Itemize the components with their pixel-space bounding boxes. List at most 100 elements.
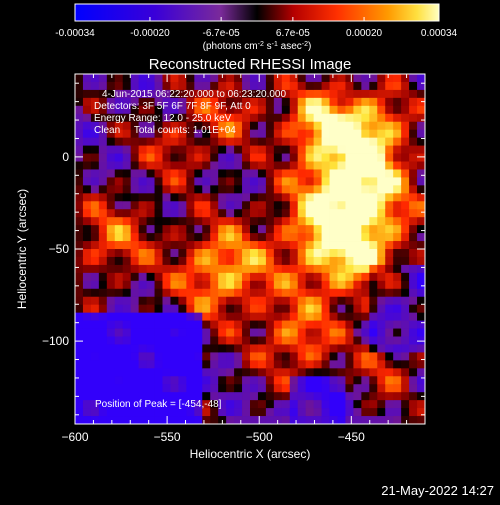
heatmap-cell: [393, 121, 402, 131]
heatmap-cell: [265, 416, 275, 425]
heatmap-cell: [329, 304, 338, 314]
heatmap-cell: [385, 280, 394, 290]
heatmap-cell: [242, 264, 251, 274]
heatmap-cell: [281, 225, 291, 234]
heatmap-cell: [337, 368, 346, 377]
heatmap-cell: [194, 185, 203, 194]
heatmap-cell: [122, 137, 132, 146]
heatmap-cell: [385, 161, 394, 170]
heatmap-cell: [170, 113, 179, 123]
heatmap-cell: [210, 400, 219, 409]
heatmap-cell: [122, 344, 132, 353]
heatmap-cell: [138, 209, 147, 218]
heatmap-cell: [281, 217, 291, 226]
heatmap-cell: [329, 129, 338, 139]
heatmap-cell: [106, 249, 116, 258]
heatmap-cell: [250, 360, 259, 369]
heatmap-cell: [417, 320, 426, 329]
heatmap-cell: [289, 201, 299, 210]
heatmap-cell: [265, 280, 275, 290]
heatmap-cell: [385, 256, 394, 266]
heatmap-cell: [114, 336, 124, 345]
heatmap-cell: [130, 408, 140, 417]
heatmap-cell: [265, 74, 275, 83]
heatmap-cell: [273, 153, 283, 162]
heatmap-cell: [321, 209, 330, 218]
heatmap-cell: [75, 185, 84, 194]
heatmap-cell: [154, 97, 163, 107]
heatmap-cell: [321, 129, 330, 139]
heatmap-cell: [122, 280, 132, 290]
heatmap-cell: [250, 368, 259, 377]
heatmap-cell: [289, 288, 299, 298]
heatmap-cell: [130, 233, 140, 242]
heatmap-cell: [321, 376, 330, 385]
heatmap-cell: [98, 121, 108, 131]
heatmap-cell: [146, 368, 155, 377]
heatmap-cell: [250, 105, 259, 115]
heatmap-cell: [361, 209, 370, 218]
heatmap-cell: [154, 264, 163, 274]
heatmap-cell: [353, 304, 362, 314]
heatmap-cell: [289, 137, 299, 146]
heatmap-cell: [202, 384, 211, 393]
heatmap-cell: [329, 177, 338, 186]
heatmap-cell: [393, 89, 402, 99]
heatmap-cell: [337, 201, 346, 210]
heatmap-cell: [75, 360, 84, 369]
heatmap-cell: [146, 328, 155, 337]
heatmap-cell: [417, 312, 426, 321]
heatmap-cell: [265, 344, 275, 353]
heatmap-cell: [353, 105, 362, 115]
heatmap-cell: [218, 328, 227, 337]
heatmap-cell: [146, 105, 155, 115]
heatmap-cell: [281, 105, 291, 115]
heatmap-cell: [106, 225, 116, 234]
heatmap-cell: [250, 81, 259, 91]
heatmap-cell: [202, 336, 211, 345]
heatmap-cell: [218, 129, 227, 139]
heatmap-cell: [417, 416, 426, 425]
heatmap-cell: [297, 288, 307, 298]
heatmap-cell: [82, 392, 92, 401]
heatmap-cell: [289, 320, 299, 329]
heatmap-cell: [162, 81, 171, 91]
heatmap-cell: [377, 137, 386, 146]
heatmap-cell: [377, 193, 386, 202]
heatmap-cell: [234, 304, 243, 314]
heatmap-cell: [146, 392, 155, 401]
heatmap-cell: [138, 312, 147, 321]
heatmap-cell: [377, 81, 386, 91]
heatmap-cell: [242, 201, 251, 210]
heatmap-cell: [138, 201, 147, 210]
heatmap-cell: [82, 97, 92, 107]
heatmap-cell: [154, 249, 163, 258]
heatmap-cell: [361, 320, 370, 329]
heatmap-cell: [361, 145, 370, 154]
heatmap-cell: [273, 241, 283, 250]
heatmap-cell: [178, 89, 187, 99]
colorbar-frame: [74, 3, 440, 22]
heatmap-cell: [242, 113, 251, 123]
heatmap-cell: [106, 137, 116, 146]
heatmap-cell: [226, 376, 235, 385]
heatmap-cell: [345, 153, 354, 162]
heatmap-cell: [385, 113, 394, 123]
heatmap-cell: [90, 137, 100, 146]
heatmap-cell: [377, 344, 386, 353]
heatmap-cell: [377, 336, 386, 345]
heatmap-cell: [138, 89, 147, 99]
heatmap-cell: [114, 89, 124, 99]
heatmap-cell: [353, 312, 362, 321]
heatmap-cell: [186, 336, 195, 345]
heatmap-cell: [106, 161, 116, 170]
heatmap-cell: [242, 225, 251, 234]
heatmap-cell: [90, 153, 100, 162]
heatmap-cell: [250, 256, 259, 266]
heatmap-cell: [178, 153, 187, 162]
heatmap-cell: [337, 89, 346, 99]
heatmap-cell: [130, 225, 140, 234]
heatmap-cell: [369, 121, 378, 131]
heatmap-cell: [273, 225, 283, 234]
